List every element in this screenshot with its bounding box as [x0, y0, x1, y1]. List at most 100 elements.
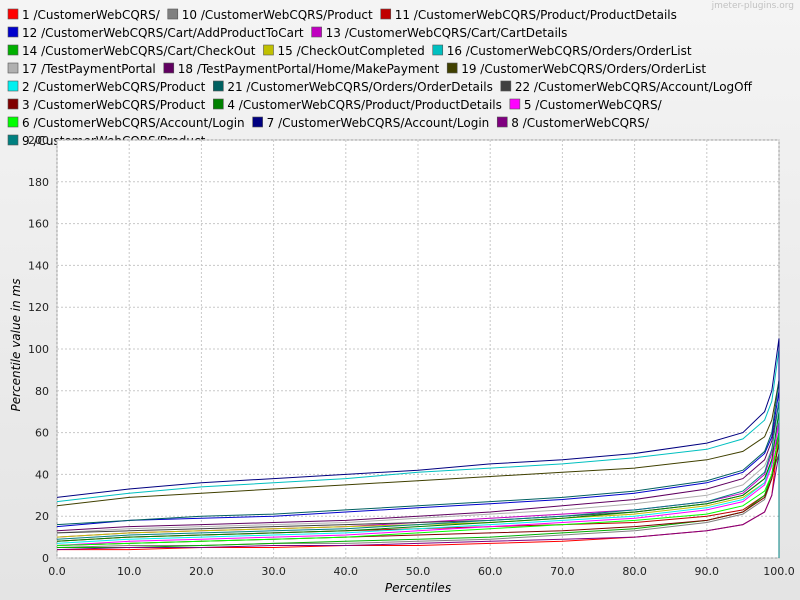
y-tick-label: 40 [35, 468, 49, 481]
series-line [56, 432, 780, 558]
legend-swatch [163, 62, 175, 74]
legend-label: 17 /TestPaymentPortal [22, 62, 156, 76]
series-line [56, 453, 780, 558]
legend-item: 6 /CustomerWebCQRS/Account/Login [7, 116, 245, 130]
x-tick-label: 50.0 [406, 565, 431, 578]
legend-swatch [167, 8, 179, 20]
legend-swatch [446, 62, 458, 74]
y-tick-label: 120 [28, 301, 49, 314]
legend-label: 7 /CustomerWebCQRS/Account/Login [267, 116, 490, 130]
y-tick-label: 60 [35, 427, 49, 440]
legend-label: 22 /CustomerWebCQRS/Account/LogOff [515, 80, 753, 94]
legend-label: 12 /CustomerWebCQRS/Cart/AddProductToCar… [22, 26, 304, 40]
series-line [56, 422, 780, 558]
x-tick-label: 90.0 [695, 565, 720, 578]
y-tick-label: 100 [28, 343, 49, 356]
legend-label: 3 /CustomerWebCQRS/Product [22, 98, 206, 112]
legend-label: 5 /CustomerWebCQRS/ [524, 98, 663, 112]
x-tick-label: 0.0 [48, 565, 66, 578]
legend-swatch [509, 98, 521, 110]
legend-item: 10 /CustomerWebCQRS/Product [167, 8, 373, 22]
series-line [56, 428, 780, 558]
legend-label: 8 /CustomerWebCQRS/ [511, 116, 650, 130]
legend-swatch [7, 98, 19, 110]
legend-label: 10 /CustomerWebCQRS/Product [182, 8, 373, 22]
x-tick-label: 100.0 [763, 565, 795, 578]
series-line [57, 453, 780, 558]
legend-label: 13 /CustomerWebCQRS/Cart/CartDetails [326, 26, 568, 40]
x-tick-label: 30.0 [261, 565, 286, 578]
series-line [56, 401, 780, 558]
x-tick-label: 60.0 [478, 565, 503, 578]
legend: 1 /CustomerWebCQRS/10 /CustomerWebCQRS/P… [7, 8, 753, 148]
legend-label: 1 /CustomerWebCQRS/ [22, 8, 161, 22]
legend-item: 2 /CustomerWebCQRS/Product [7, 80, 206, 94]
legend-label: 21 /CustomerWebCQRS/Orders/OrderDetails [227, 80, 493, 94]
legend-swatch [496, 116, 508, 128]
series-line [56, 380, 780, 558]
grid [56, 139, 780, 559]
legend-label: 18 /TestPaymentPortal/Home/MakePayment [178, 62, 440, 76]
legend-item: 5 /CustomerWebCQRS/ [509, 98, 663, 112]
legend-label: 19 /CustomerWebCQRS/Orders/OrderList [461, 62, 706, 76]
legend-item: 7 /CustomerWebCQRS/Account/Login [252, 116, 490, 130]
legend-label: 11 /CustomerWebCQRS/Product/ProductDetai… [395, 8, 677, 22]
legend-item: 15 /CheckOutCompleted [263, 44, 425, 58]
y-tick-label: 140 [28, 259, 49, 272]
y-axis-label: Percentile value in ms [9, 279, 23, 412]
legend-item: 14 /CustomerWebCQRS/Cart/CheckOut [7, 44, 256, 58]
legend-label: 4 /CustomerWebCQRS/Product/ProductDetail… [227, 98, 502, 112]
legend-item: 12 /CustomerWebCQRS/Cart/AddProductToCar… [7, 26, 304, 40]
legend-item: 13 /CustomerWebCQRS/Cart/CartDetails [311, 26, 568, 40]
legend-label: 16 /CustomerWebCQRS/Orders/OrderList [447, 44, 692, 58]
legend-swatch [311, 26, 322, 38]
y-tick-label: 200 [28, 134, 49, 147]
legend-item: 19 /CustomerWebCQRS/Orders/OrderList [446, 62, 706, 76]
series-line [56, 411, 780, 558]
y-tick-label: 160 [28, 218, 49, 231]
legend-label: 14 /CustomerWebCQRS/Cart/CheckOut [22, 44, 256, 58]
legend-item: 22 /CustomerWebCQRS/Account/LogOff [500, 80, 753, 94]
legend-swatch [380, 8, 392, 20]
legend-swatch [213, 80, 224, 92]
y-tick-label: 0 [42, 552, 49, 565]
legend-swatch [7, 8, 19, 20]
legend-swatch [252, 116, 263, 128]
legend-item: 18 /TestPaymentPortal/Home/MakePayment [163, 62, 440, 76]
series-line [56, 380, 780, 558]
legend-swatch [7, 44, 19, 56]
watermark: jmeter-plugins.org [711, 1, 794, 11]
legend-swatch [213, 98, 224, 110]
x-tick-label: 80.0 [622, 565, 647, 578]
legend-swatch [432, 44, 444, 56]
series-line [56, 348, 780, 558]
legend-swatch [7, 80, 19, 92]
y-tick-label: 80 [35, 385, 49, 398]
legend-item: 3 /CustomerWebCQRS/Product [7, 98, 206, 112]
legend-item: 1 /CustomerWebCQRS/ [7, 8, 161, 22]
legend-swatch [7, 116, 19, 128]
legend-swatch [7, 26, 19, 38]
legend-item: 8 /CustomerWebCQRS/ [496, 116, 650, 130]
series-line [56, 338, 780, 558]
legend-item: 4 /CustomerWebCQRS/Product/ProductDetail… [213, 98, 502, 112]
legend-swatch [7, 134, 19, 146]
x-tick-label: 10.0 [117, 565, 142, 578]
legend-swatch [263, 44, 274, 56]
y-tick-label: 180 [28, 176, 49, 189]
series-lines [56, 338, 780, 558]
series-line [56, 401, 780, 558]
legend-label: 6 /CustomerWebCQRS/Account/Login [22, 116, 245, 130]
legend-item: 16 /CustomerWebCQRS/Orders/OrderList [432, 44, 692, 58]
legend-swatch [500, 80, 512, 92]
legend-item: 21 /CustomerWebCQRS/Orders/OrderDetails [213, 80, 493, 94]
series-line [56, 390, 780, 558]
legend-item: 11 /CustomerWebCQRS/Product/ProductDetai… [380, 8, 677, 22]
x-tick-label: 40.0 [334, 565, 359, 578]
axis-ticks: 0 20 40 60 80 100 120 140 160 180 200 0.0 10.0 20.0 30… [28, 134, 795, 578]
x-tick-label: 70.0 [550, 565, 575, 578]
series-line [56, 411, 780, 558]
legend-item: 17 /TestPaymentPortal [7, 62, 156, 76]
